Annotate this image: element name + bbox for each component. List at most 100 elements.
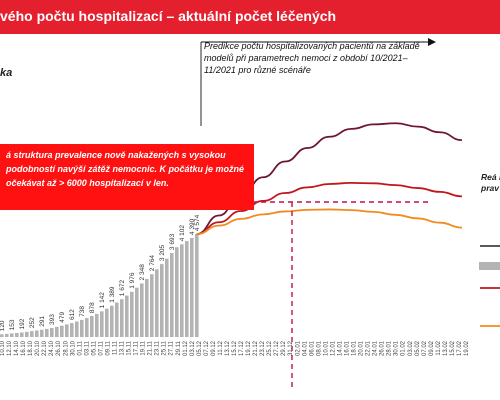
x-tick-label-9: 28.10 (63, 340, 69, 356)
scenario-low-line (196, 208, 463, 235)
bar-38 (190, 238, 194, 337)
chart-subtitle: ka (0, 67, 13, 79)
x-tick-label-49: 16.01 (344, 340, 350, 356)
bar-34 (170, 253, 174, 337)
bar-data-label-20: 1 142 (99, 292, 106, 309)
x-tick-label-6: 22.10 (42, 340, 48, 356)
x-tick-label-40: 29.12 (281, 340, 287, 356)
bar-13 (65, 324, 69, 337)
warning-callout-text: á struktura prevalence nově nakažených s… (6, 150, 245, 188)
bar-32 (160, 264, 164, 337)
prediction-arrow-head (428, 38, 436, 46)
bar-23 (115, 302, 119, 337)
x-tick-label-29: 07.12 (204, 340, 210, 356)
x-tick-label-65: 17.02 (457, 340, 463, 356)
x-tick-label-20: 19.11 (141, 340, 147, 355)
x-tick-label-18: 15.11 (127, 340, 133, 355)
bar-data-label-22: 1 389 (109, 286, 116, 303)
bar-data-label-24: 1 672 (119, 280, 126, 297)
x-tick-label-34: 17.12 (239, 340, 245, 356)
bar-35 (175, 247, 179, 337)
x-tick-label-54: 26.01 (380, 340, 386, 356)
bar-36 (180, 244, 184, 337)
bar-39 (195, 234, 199, 337)
warning-callout: á struktura prevalence nově nakažených s… (0, 144, 254, 210)
bar-6 (30, 331, 34, 337)
x-tick-label-47: 12.01 (330, 340, 336, 356)
x-tick-label-66: 19.02 (464, 340, 470, 356)
x-tick-label-28: 05.12 (197, 340, 203, 356)
bar-22 (110, 305, 114, 337)
bar-8 (40, 329, 44, 337)
bar-0 (0, 334, 4, 337)
x-tick-label-0: 10.10 (0, 340, 6, 356)
threshold-guides (0, 201, 432, 389)
x-tick-label-59: 05.02 (415, 340, 421, 356)
x-tick-label-13: 05.11 (91, 340, 97, 355)
bar-data-label-32: 3 205 (159, 244, 166, 261)
header-bar: vého počtu hospitalizací – aktuální poče… (0, 0, 500, 34)
x-tick-label-42: 02.01 (295, 340, 301, 356)
bar-27 (135, 287, 139, 337)
x-tick-label-22: 23.11 (155, 340, 161, 355)
bar-30 (150, 274, 154, 337)
bar-9 (45, 328, 49, 337)
bar-10 (50, 328, 54, 337)
bar-1 (5, 333, 9, 337)
x-tick-label-7: 24.10 (49, 340, 55, 356)
x-tick-label-5: 20.10 (35, 340, 41, 356)
legend-title: Reá hosp prav prec (481, 172, 500, 193)
x-tick-label-60: 07.02 (422, 340, 428, 356)
x-tick-label-58: 03.02 (408, 340, 414, 356)
x-tick-label-32: 13.12 (225, 340, 231, 356)
prediction-chart: 120 153 192 252 291 393 479 612 738 878 1 142 1 389… (0, 38, 500, 389)
bar-15 (75, 321, 79, 337)
x-tick-label-30: 09.12 (211, 340, 217, 356)
x-tick-label-33: 15.12 (232, 340, 238, 356)
x-tick-label-38: 25.12 (267, 340, 273, 356)
x-tick-label-52: 22.01 (366, 340, 372, 356)
bar-18 (90, 316, 94, 337)
bar-25 (125, 295, 129, 337)
bar-24 (120, 299, 124, 337)
x-tick-label-50: 18.01 (352, 340, 358, 356)
x-axis-tick-labels: 10.10 12.10 14.10 16.10 18.10 20.10 22.10 24.10… (0, 340, 470, 356)
prediction-note: Predikce počtu hospitalizovaných pacient… (204, 41, 420, 75)
bar-20 (100, 311, 104, 337)
x-tick-label-25: 29.11 (176, 340, 182, 355)
bar-16 (80, 319, 84, 337)
x-tick-label-53: 24.01 (373, 340, 379, 356)
x-tick-label-17: 13.11 (120, 340, 126, 355)
bar-28 (140, 283, 144, 337)
x-tick-label-39: 27.12 (274, 340, 280, 356)
bar-26 (130, 291, 134, 337)
bar-data-label-39: 4 574 (194, 214, 201, 231)
legend (479, 245, 500, 327)
bar-12 (60, 325, 64, 337)
bar-17 (85, 318, 89, 337)
bar-4 (20, 332, 24, 337)
x-tick-label-48: 14.01 (337, 340, 343, 356)
x-tick-label-2: 14.10 (14, 340, 20, 356)
x-tick-label-61: 09.02 (429, 340, 435, 356)
bar-data-label-8: 291 (39, 316, 46, 327)
x-tick-label-36: 21.12 (253, 340, 259, 356)
bar-data-label-34: 3 693 (169, 233, 176, 250)
x-tick-label-12: 03.11 (84, 340, 90, 355)
x-tick-label-1: 12.10 (7, 340, 13, 356)
x-tick-label-35: 19.12 (246, 340, 252, 356)
x-tick-label-23: 25.11 (162, 340, 168, 355)
page-title: vého počtu hospitalizací – aktuální poče… (0, 8, 337, 24)
bar-data-label-6: 252 (29, 317, 36, 328)
bar-3 (15, 332, 19, 337)
bar-data-label-0: 120 (0, 320, 6, 331)
x-tick-label-16: 11.11 (112, 340, 118, 355)
x-tick-label-24: 27.11 (169, 340, 175, 355)
bar-data-label-28: 2 348 (139, 264, 146, 281)
x-tick-label-45: 08.01 (316, 340, 322, 356)
x-tick-label-41: 31.12 (288, 340, 294, 356)
x-tick-label-62: 11.02 (436, 340, 442, 355)
bar-37 (185, 241, 189, 337)
x-tick-label-8: 26.10 (56, 340, 62, 356)
x-tick-label-64: 15.02 (450, 340, 456, 356)
